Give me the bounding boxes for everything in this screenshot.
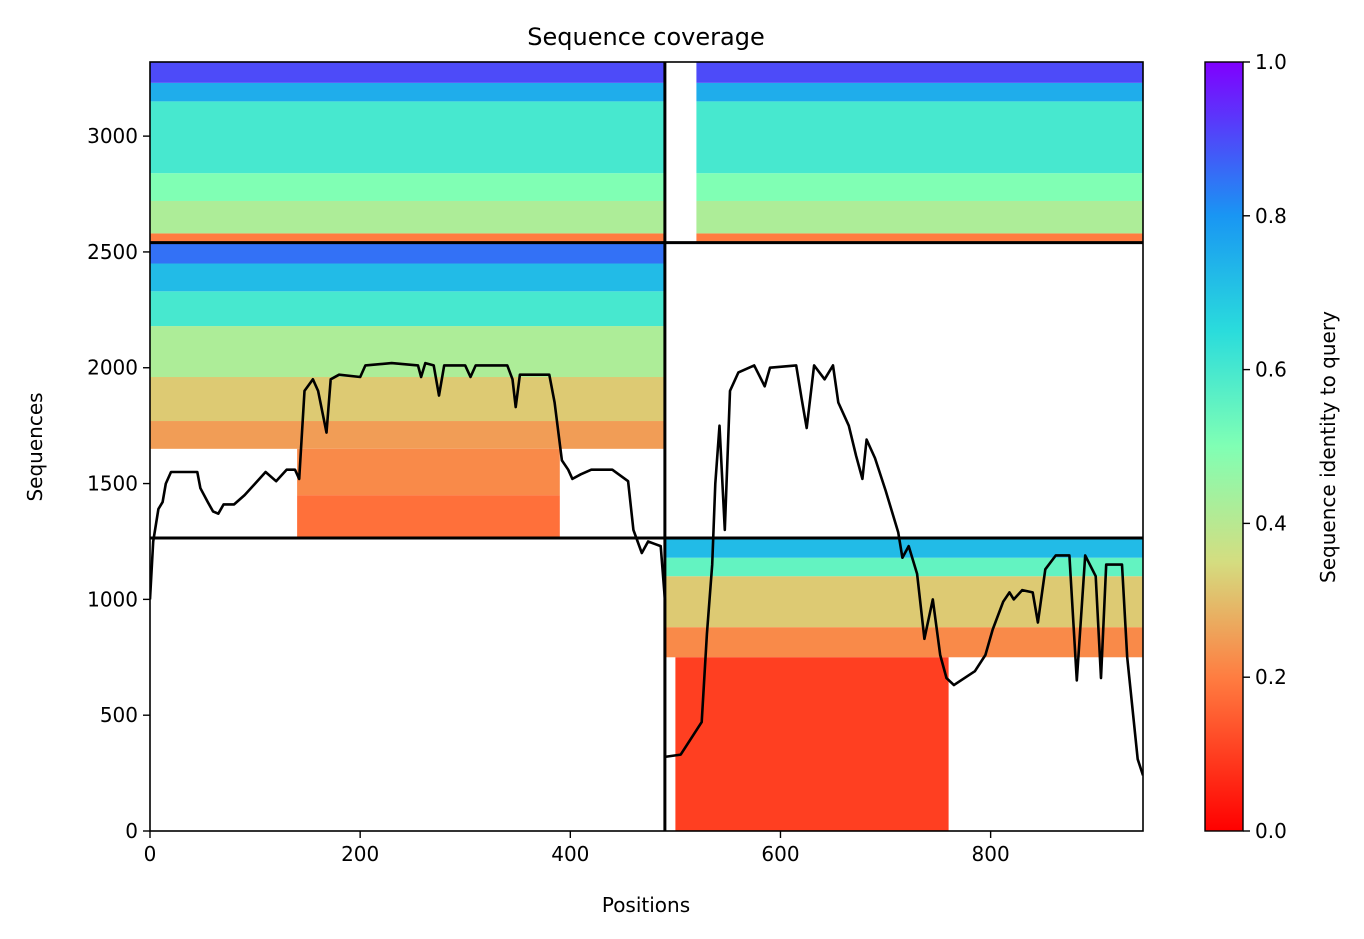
y-tick-label: 1000 [87, 587, 138, 611]
heatmap-band [150, 263, 665, 292]
x-tick-label: 0 [144, 842, 157, 866]
heatmap-band [696, 101, 1143, 174]
heatmap-band [150, 173, 665, 201]
heatmap-band [664, 537, 1143, 558]
colorbar [1204, 61, 1244, 832]
y-tick-label: 2500 [87, 240, 138, 264]
heatmap-band [150, 377, 665, 422]
heatmap-band [150, 242, 665, 264]
x-tick-label: 400 [551, 842, 589, 866]
heatmap-band [150, 233, 665, 243]
chart-title: Sequence coverage [527, 23, 764, 51]
y-axis-ticks: 0 500 1000 1500 2000 2500 3000 [87, 124, 150, 843]
heatmap-band [150, 326, 665, 378]
heatmap-band [297, 448, 560, 496]
x-axis-label: Positions [602, 893, 690, 917]
y-tick-label: 2000 [87, 356, 138, 380]
colorbar-tick-label: 0.6 [1255, 358, 1287, 382]
plot-frame [149, 61, 1144, 832]
heatmap-band [150, 200, 665, 234]
y-tick-label: 0 [125, 819, 138, 843]
colorbar-tick-label: 0.2 [1255, 665, 1287, 689]
x-tick-label: 200 [341, 842, 379, 866]
colorbar-ticks: 0.0 0.2 0.4 0.6 0.8 1.0 [1243, 50, 1287, 843]
heatmap-band [150, 82, 665, 102]
y-tick-label: 500 [100, 703, 138, 727]
heatmap-band [696, 200, 1143, 234]
heatmap-band [696, 62, 1143, 83]
heatmap-band [150, 101, 665, 174]
heatmap-band [696, 173, 1143, 201]
heatmap-band [150, 291, 665, 327]
colorbar-tick-label: 0.4 [1255, 511, 1287, 535]
heatmap-band [297, 495, 560, 538]
y-tick-label: 1500 [87, 472, 138, 496]
heatmap-band [664, 627, 1143, 658]
colorbar-label: Sequence identity to query [1316, 311, 1340, 583]
colorbar-tick-label: 0.8 [1255, 204, 1287, 228]
heatmap-band [150, 421, 665, 449]
colorbar-tick-label: 0.0 [1255, 819, 1287, 843]
heatmap-band [696, 82, 1143, 102]
x-tick-label: 800 [972, 842, 1010, 866]
y-axis-label: Sequences [23, 392, 47, 501]
heatmap-band [150, 62, 665, 83]
x-axis-ticks: 0 200 400 600 800 [144, 831, 1010, 866]
heatmap-band [664, 576, 1143, 628]
heatmap-band [675, 657, 949, 831]
heatmap-band [664, 557, 1143, 577]
colorbar-tick-label: 1.0 [1255, 50, 1287, 74]
coverage-heatmap [150, 62, 1143, 831]
coverage-line [150, 361, 1143, 776]
heatmap-band [696, 233, 1143, 243]
y-tick-label: 3000 [87, 124, 138, 148]
x-tick-label: 600 [761, 842, 799, 866]
